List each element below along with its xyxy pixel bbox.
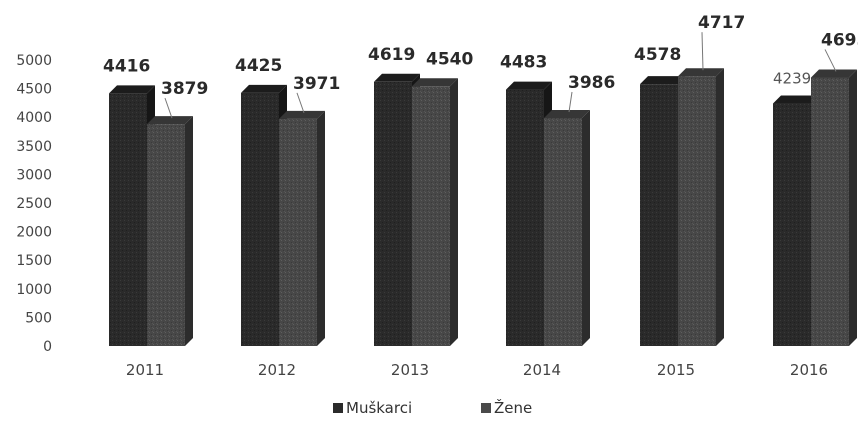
bar-face <box>147 124 185 346</box>
bar-top <box>374 73 420 82</box>
x-category-label: 2016 <box>790 361 828 379</box>
bar-zene-2013 <box>412 78 458 346</box>
x-category-label: 2013 <box>391 361 429 379</box>
bar-face <box>544 118 582 347</box>
bar-face <box>678 76 716 347</box>
bar-face <box>374 81 412 346</box>
bar-side <box>582 110 590 347</box>
data-label-zene-2012: 3971 <box>293 74 340 94</box>
bar-face <box>773 103 811 346</box>
data-label-zene-2015: 4717 <box>698 13 745 33</box>
data-labels: 4416 3879 4425 3971 4619 4540 4483 3986 4578 4717… <box>103 13 858 119</box>
data-label-muskarci-2014: 4483 <box>500 53 547 73</box>
y-tick-label: 4000 <box>16 110 52 126</box>
bar-zene-2015 <box>678 68 724 347</box>
bar-top <box>241 84 287 93</box>
bar-face <box>811 77 849 347</box>
bar-top <box>640 76 686 85</box>
y-tick-label: 2500 <box>16 196 52 212</box>
data-label-leader <box>568 91 573 113</box>
y-tick-label: 2000 <box>16 225 52 241</box>
bar-face <box>640 84 678 346</box>
legend-label-zene: Žene <box>494 398 532 417</box>
y-tick-label: 1500 <box>16 253 52 269</box>
y-tick-label: 500 <box>25 310 52 326</box>
data-label-leader <box>164 97 173 119</box>
y-tick-label: 3000 <box>16 167 52 183</box>
x-category-label: 2015 <box>657 361 695 379</box>
bar-face <box>279 118 317 347</box>
bar-face <box>109 93 147 346</box>
data-label-leader <box>296 92 305 114</box>
bar-top <box>279 110 325 119</box>
data-label-zene-2013: 4540 <box>426 49 473 69</box>
bar-top <box>811 69 857 78</box>
bar-side <box>450 78 458 346</box>
data-label-muskarci-2013: 4619 <box>368 45 415 65</box>
bar-zene-2016 <box>811 69 857 347</box>
y-tick-label: 4500 <box>16 82 52 98</box>
data-label-leader <box>701 32 704 71</box>
legend-label-muskarci: Muškarci <box>346 399 412 417</box>
x-category-label: 2012 <box>258 361 296 379</box>
y-tick-label: 0 <box>43 339 52 355</box>
bar-top <box>544 110 590 119</box>
bar-top <box>147 116 193 125</box>
data-label-muskarci-2011: 4416 <box>103 56 150 76</box>
data-label-muskarci-2012: 4425 <box>235 56 282 76</box>
y-axis: 0 500 1000 1500 2000 2500 3000 3500 4000 4500 5000 <box>16 53 52 355</box>
bar-zene-2012 <box>279 110 325 347</box>
bar-face <box>412 86 450 346</box>
bar-zene-2014 <box>544 110 590 347</box>
y-tick-label: 3500 <box>16 139 52 155</box>
data-label-zene-2014: 3986 <box>568 73 615 93</box>
bar-top <box>773 95 819 104</box>
bar-top <box>109 85 155 94</box>
y-tick-label: 1000 <box>16 282 52 298</box>
legend-swatch-muskarci <box>333 403 343 413</box>
bar-side <box>317 110 325 347</box>
x-axis: 2011 2012 2013 2014 2015 2016 <box>126 361 828 379</box>
legend-swatch-zene <box>481 403 491 413</box>
bar-top <box>412 78 458 87</box>
bars <box>109 68 857 347</box>
bar-side <box>716 68 724 347</box>
x-category-label: 2011 <box>126 361 164 379</box>
bar-side <box>185 116 193 346</box>
data-label-zene-2011: 3879 <box>161 79 208 99</box>
data-label-muskarci-2015: 4578 <box>634 45 681 65</box>
data-label-leader <box>824 49 837 72</box>
bar-face <box>506 89 544 347</box>
y-tick-label: 5000 <box>16 53 52 69</box>
legend: Muškarci Žene <box>333 398 532 417</box>
bar-side <box>849 69 857 347</box>
bar-top <box>678 68 724 77</box>
bar-face <box>241 92 279 346</box>
x-category-label: 2014 <box>523 361 561 379</box>
bar-zene-2011 <box>147 116 193 346</box>
data-label-muskarci-2016: 4239 <box>773 70 811 88</box>
data-label-zene-2016: 4695 <box>821 30 858 50</box>
bar-top <box>506 81 552 90</box>
